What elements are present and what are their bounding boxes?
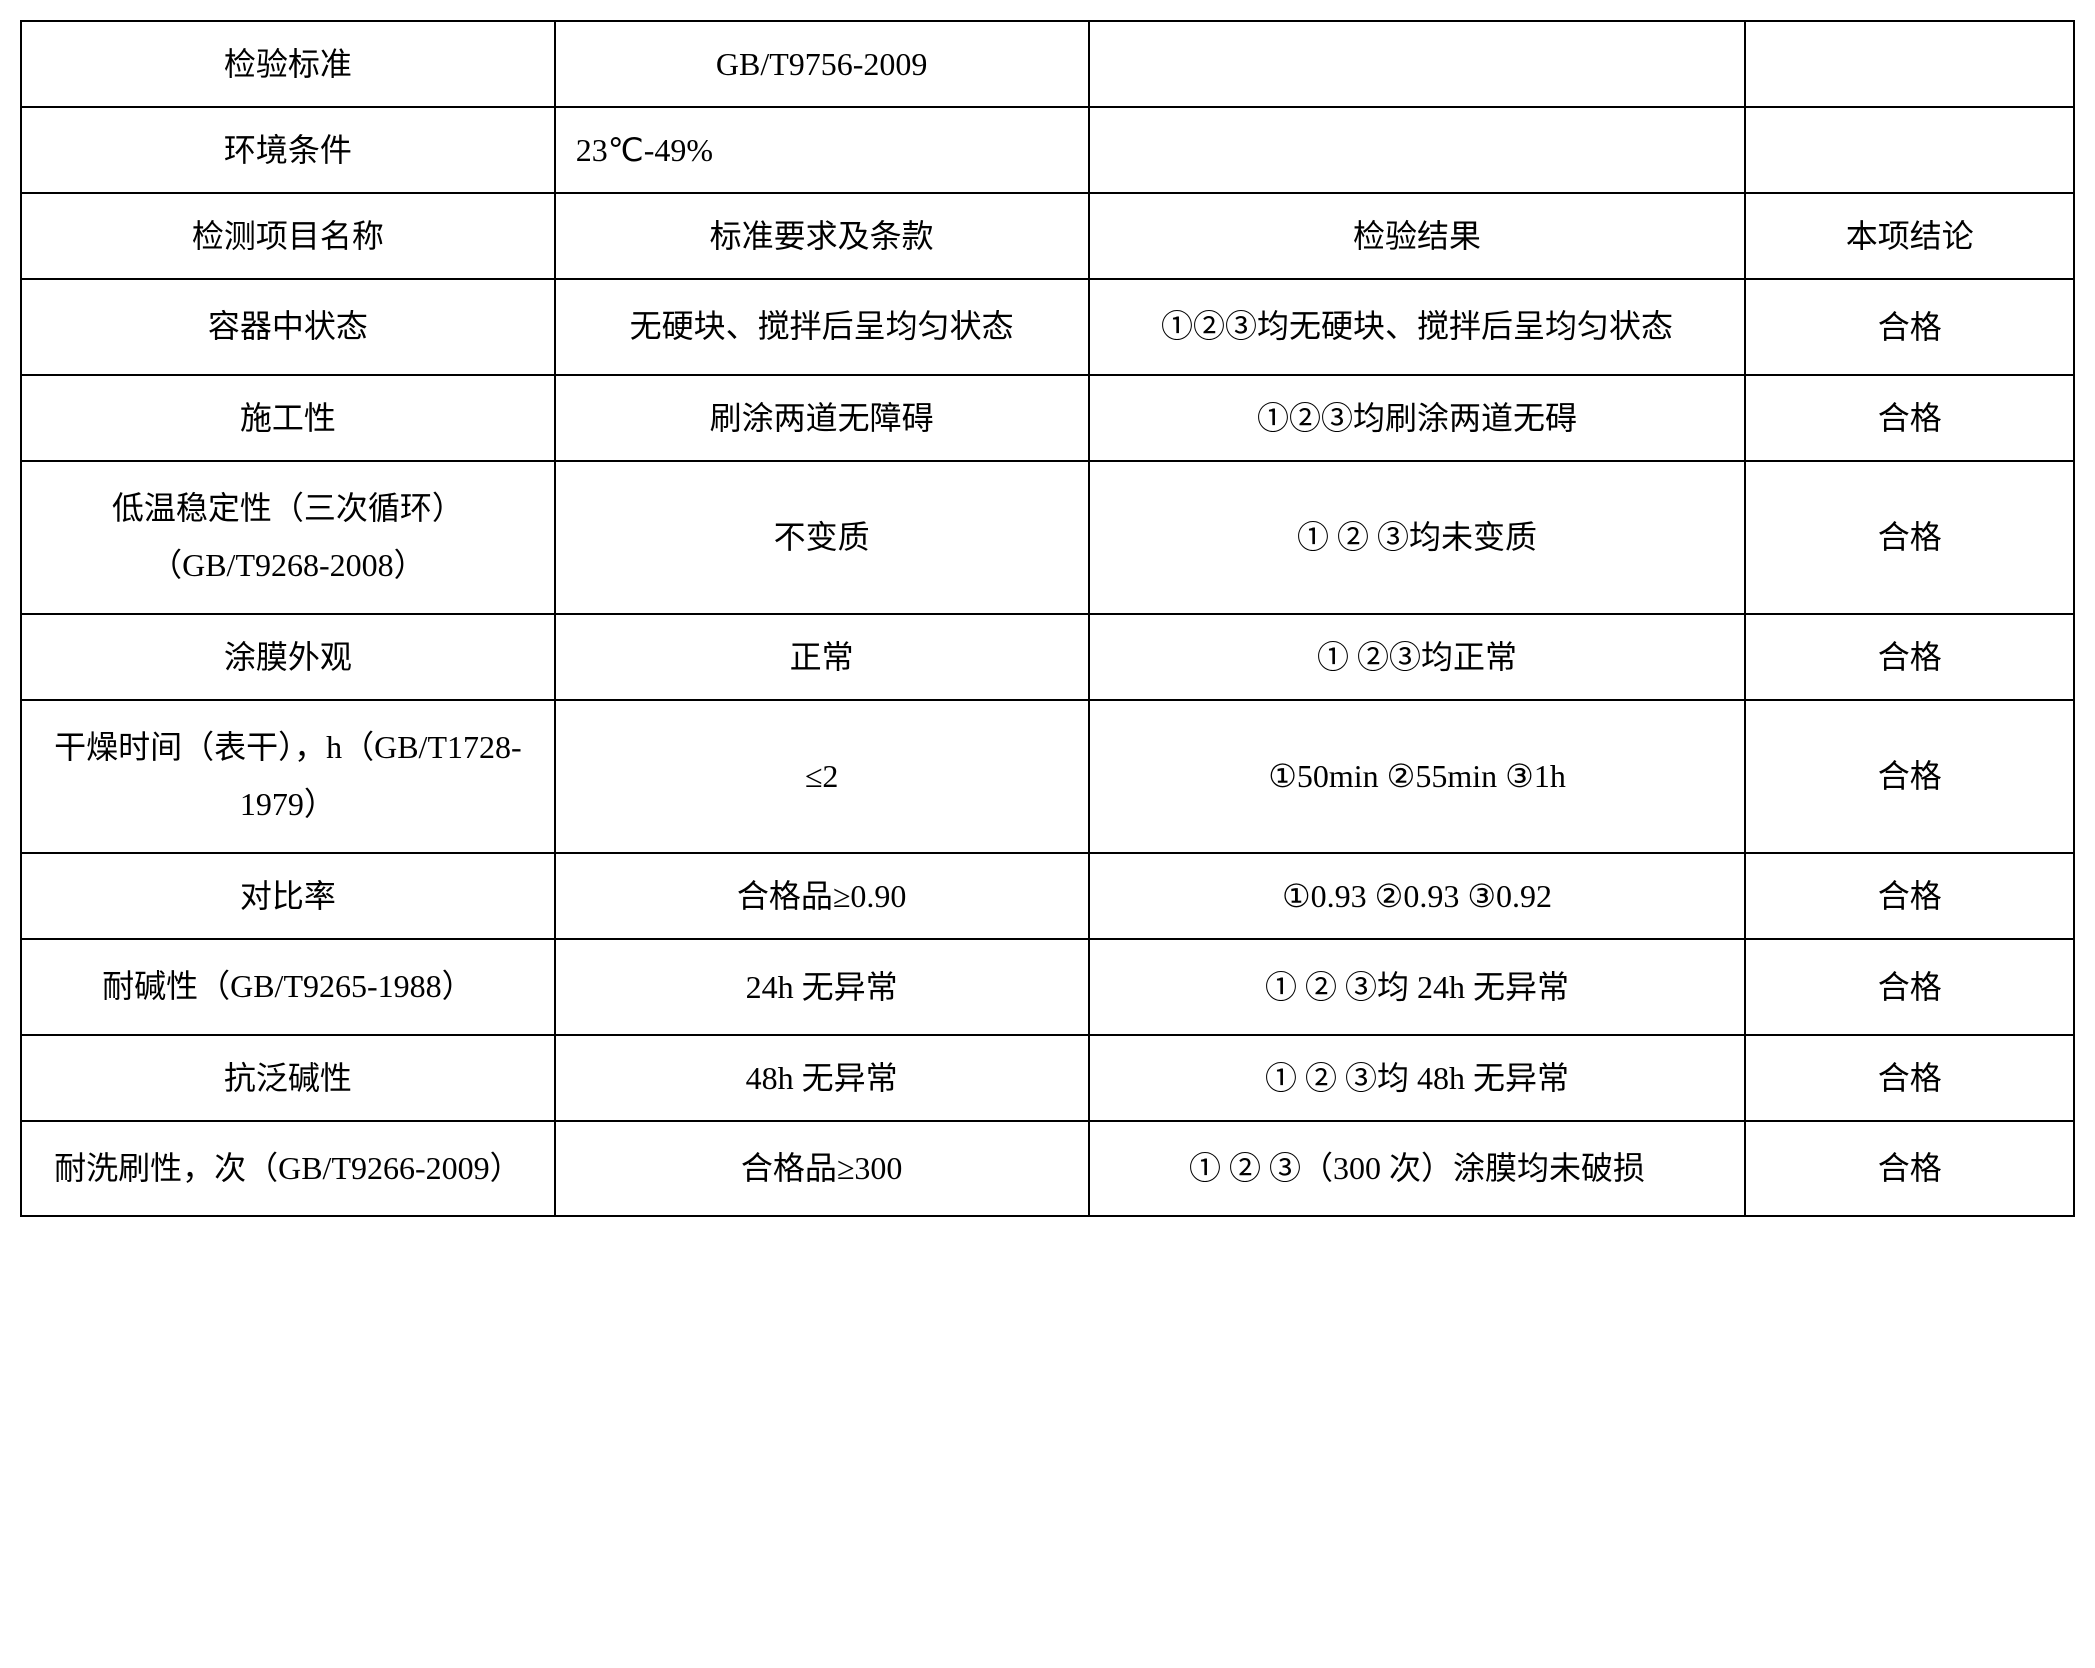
cell-env-label: 环境条件: [21, 107, 555, 193]
cell-conclusion: 合格: [1745, 614, 2074, 700]
cell-conclusion: 合格: [1745, 375, 2074, 461]
cell-result: ①0.93 ②0.93 ③0.92: [1089, 853, 1746, 939]
inspection-table-container: 检验标准 GB/T9756-2009 环境条件 23℃-49% 检测项目名称 标…: [20, 20, 2075, 1217]
table-row: 检验标准 GB/T9756-2009: [21, 21, 2074, 107]
cell-header-conclusion: 本项结论: [1745, 193, 2074, 279]
cell-standard-value: GB/T9756-2009: [555, 21, 1089, 107]
cell-result: ① ② ③（300 次）涂膜均未破损: [1089, 1121, 1746, 1217]
cell-conclusion: 合格: [1745, 279, 2074, 375]
cell-requirement: 合格品≥300: [555, 1121, 1089, 1217]
cell-conclusion: 合格: [1745, 700, 2074, 853]
table-body: 检验标准 GB/T9756-2009 环境条件 23℃-49% 检测项目名称 标…: [21, 21, 2074, 1216]
cell-item-name: 耐碱性（GB/T9265-1988）: [21, 939, 555, 1035]
cell-item-name: 低温稳定性（三次循环）（GB/T9268-2008）: [21, 461, 555, 614]
inspection-table: 检验标准 GB/T9756-2009 环境条件 23℃-49% 检测项目名称 标…: [20, 20, 2075, 1217]
cell-empty: [1745, 21, 2074, 107]
cell-result: ① ② ③均未变质: [1089, 461, 1746, 614]
cell-standard-label: 检验标准: [21, 21, 555, 107]
cell-requirement: ≤2: [555, 700, 1089, 853]
table-row: 耐碱性（GB/T9265-1988） 24h 无异常 ① ② ③均 24h 无异…: [21, 939, 2074, 1035]
cell-item-name: 涂膜外观: [21, 614, 555, 700]
cell-empty: [1089, 21, 1746, 107]
cell-requirement: 24h 无异常: [555, 939, 1089, 1035]
cell-header-item: 检测项目名称: [21, 193, 555, 279]
cell-requirement: 刷涂两道无障碍: [555, 375, 1089, 461]
table-row: 检测项目名称 标准要求及条款 检验结果 本项结论: [21, 193, 2074, 279]
cell-item-name: 容器中状态: [21, 279, 555, 375]
table-row: 干燥时间（表干），h（GB/T1728-1979） ≤2 ①50min ②55m…: [21, 700, 2074, 853]
table-row: 对比率 合格品≥0.90 ①0.93 ②0.93 ③0.92 合格: [21, 853, 2074, 939]
table-row: 环境条件 23℃-49%: [21, 107, 2074, 193]
cell-requirement: 48h 无异常: [555, 1035, 1089, 1121]
cell-item-name: 施工性: [21, 375, 555, 461]
cell-requirement: 合格品≥0.90: [555, 853, 1089, 939]
cell-requirement: 不变质: [555, 461, 1089, 614]
table-row: 抗泛碱性 48h 无异常 ① ② ③均 48h 无异常 合格: [21, 1035, 2074, 1121]
cell-requirement: 正常: [555, 614, 1089, 700]
cell-header-result: 检验结果: [1089, 193, 1746, 279]
cell-conclusion: 合格: [1745, 853, 2074, 939]
cell-result: ① ② ③均 48h 无异常: [1089, 1035, 1746, 1121]
cell-conclusion: 合格: [1745, 461, 2074, 614]
table-row: 容器中状态 无硬块、搅拌后呈均匀状态 ①②③均无硬块、搅拌后呈均匀状态 合格: [21, 279, 2074, 375]
cell-empty: [1745, 107, 2074, 193]
cell-requirement: 无硬块、搅拌后呈均匀状态: [555, 279, 1089, 375]
table-row: 耐洗刷性，次（GB/T9266-2009） 合格品≥300 ① ② ③（300 …: [21, 1121, 2074, 1217]
cell-item-name: 干燥时间（表干），h（GB/T1728-1979）: [21, 700, 555, 853]
cell-conclusion: 合格: [1745, 1121, 2074, 1217]
table-row: 低温稳定性（三次循环）（GB/T9268-2008） 不变质 ① ② ③均未变质…: [21, 461, 2074, 614]
cell-result: ①②③均无硬块、搅拌后呈均匀状态: [1089, 279, 1746, 375]
cell-result: ① ② ③均 24h 无异常: [1089, 939, 1746, 1035]
cell-conclusion: 合格: [1745, 939, 2074, 1035]
cell-result: ① ②③均正常: [1089, 614, 1746, 700]
cell-result: ①50min ②55min ③1h: [1089, 700, 1746, 853]
table-row: 涂膜外观 正常 ① ②③均正常 合格: [21, 614, 2074, 700]
cell-item-name: 耐洗刷性，次（GB/T9266-2009）: [21, 1121, 555, 1217]
table-row: 施工性 刷涂两道无障碍 ①②③均刷涂两道无碍 合格: [21, 375, 2074, 461]
cell-env-value: 23℃-49%: [555, 107, 1089, 193]
cell-item-name: 抗泛碱性: [21, 1035, 555, 1121]
cell-conclusion: 合格: [1745, 1035, 2074, 1121]
cell-empty: [1089, 107, 1746, 193]
cell-header-requirement: 标准要求及条款: [555, 193, 1089, 279]
cell-item-name: 对比率: [21, 853, 555, 939]
cell-result: ①②③均刷涂两道无碍: [1089, 375, 1746, 461]
